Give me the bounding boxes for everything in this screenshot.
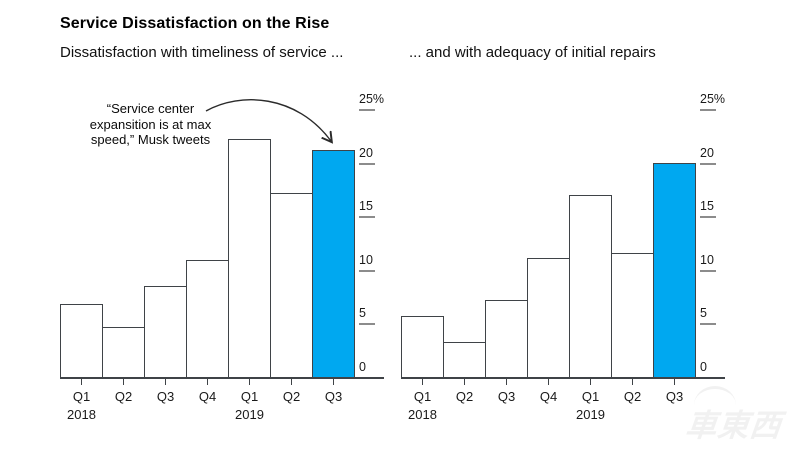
x-label-repairs-2: Q3 <box>497 389 516 404</box>
annotation-arrow-icon <box>205 99 346 153</box>
x-label-repairs-0: Q1 <box>413 389 432 404</box>
y-label-timeliness-10: 10 <box>359 252 373 267</box>
annotation-line-3: speed,” Musk tweets <box>90 132 211 147</box>
x-tick-repairs-0 <box>421 378 424 385</box>
bar-repairs-q1-2019 <box>569 195 612 378</box>
y-label-timeliness-20: 20 <box>359 145 373 160</box>
y-label-timeliness-5: 5 <box>359 306 366 321</box>
annotation-line-1: “Service center <box>106 101 195 116</box>
bar-repairs-q2-1 <box>443 342 486 378</box>
y-tick-dash-repairs-25 <box>700 109 716 111</box>
y-tick-dash-timeliness-25 <box>359 109 375 111</box>
x-label-timeliness-0: Q1 <box>72 389 91 404</box>
x-tick-repairs-4 <box>589 378 592 385</box>
x-tick-timeliness-4 <box>248 378 251 385</box>
x-year-label-timeliness-2018: 2018 <box>67 407 96 422</box>
y-tick-dash-repairs-5 <box>700 323 716 326</box>
x-year-label-repairs-2019: 2019 <box>576 407 605 422</box>
y-tick-dash-timeliness-10 <box>359 269 375 272</box>
y-label-repairs-25: 25% <box>700 92 726 106</box>
bar-repairs-q4-3 <box>527 258 570 378</box>
x-tick-timeliness-2 <box>164 378 167 385</box>
x-axis-line-timeliness <box>60 377 384 379</box>
subtitle-left: Dissatisfaction with timeliness of servi… <box>60 44 344 61</box>
x-tick-repairs-6 <box>673 378 676 385</box>
y-tick-dash-repairs-15 <box>700 216 716 219</box>
x-year-label-repairs-2018: 2018 <box>408 407 437 422</box>
y-label-repairs-10: 10 <box>700 252 714 267</box>
y-tick-dash-repairs-20 <box>700 162 716 165</box>
x-tick-timeliness-0 <box>80 378 83 385</box>
bar-repairs-q3-2 <box>485 300 528 378</box>
watermark-logo: 車東西 <box>684 386 800 452</box>
x-label-repairs-1: Q2 <box>455 389 474 404</box>
y-tick-dash-timeliness-15 <box>359 216 375 219</box>
y-label-repairs-0: 0 <box>700 360 707 374</box>
y-tick-dash-repairs-10 <box>700 269 716 272</box>
bar-repairs-q2-5 <box>611 253 654 378</box>
bar-timeliness-q2-1 <box>102 327 145 378</box>
chart-title: Service Dissatisfaction on the Rise <box>60 15 330 32</box>
subtitle-right: ... and with adequacy of initial repairs <box>409 44 656 61</box>
x-tick-timeliness-1 <box>122 378 125 385</box>
y-label-repairs-5: 5 <box>700 306 707 321</box>
x-label-repairs-5: Q2 <box>623 389 642 404</box>
annotation-line-2: expansition is at max <box>89 116 212 132</box>
x-axis-line-repairs <box>401 377 725 379</box>
x-tick-repairs-5 <box>631 378 634 385</box>
x-label-timeliness-2: Q3 <box>156 389 175 404</box>
y-tick-dash-timeliness-5 <box>359 323 375 326</box>
bar-timeliness-q1-2018 <box>60 304 103 378</box>
y-label-timeliness-25: 25% <box>359 92 385 106</box>
x-year-label-timeliness-2019: 2019 <box>235 407 264 422</box>
x-label-repairs-6: Q3 <box>665 389 684 404</box>
x-tick-timeliness-6 <box>332 378 335 385</box>
x-tick-repairs-1 <box>463 378 466 385</box>
y-label-timeliness-15: 15 <box>359 199 373 214</box>
x-label-timeliness-3: Q4 <box>198 389 217 404</box>
x-tick-timeliness-3 <box>206 378 209 385</box>
y-tick-dash-timeliness-20 <box>359 162 375 165</box>
x-label-repairs-3: Q4 <box>539 389 558 404</box>
x-label-timeliness-1: Q2 <box>114 389 133 404</box>
y-label-timeliness-0: 0 <box>359 360 366 374</box>
x-tick-repairs-2 <box>505 378 508 385</box>
bar-timeliness-q3-2 <box>144 286 187 378</box>
x-label-timeliness-5: Q2 <box>282 389 301 404</box>
x-label-timeliness-4: Q1 <box>240 389 259 404</box>
x-label-timeliness-6: Q3 <box>324 389 343 404</box>
watermark-arc-icon <box>694 386 736 405</box>
bar-timeliness-q3-6 <box>312 150 355 378</box>
bar-timeliness-q1-2019 <box>228 139 271 378</box>
x-tick-timeliness-5 <box>290 378 293 385</box>
bar-repairs-q3-6 <box>653 163 696 378</box>
x-label-repairs-4: Q1 <box>581 389 600 404</box>
annotation-text: “Service center expansition is at max sp… <box>58 101 243 148</box>
y-label-repairs-20: 20 <box>700 145 714 160</box>
watermark-text: 車東西 <box>683 408 784 443</box>
y-label-repairs-15: 15 <box>700 199 714 214</box>
bar-timeliness-q4-3 <box>186 260 229 378</box>
bar-repairs-q1-2018 <box>401 316 444 378</box>
bar-timeliness-q2-5 <box>270 193 313 378</box>
x-tick-repairs-3 <box>547 378 550 385</box>
